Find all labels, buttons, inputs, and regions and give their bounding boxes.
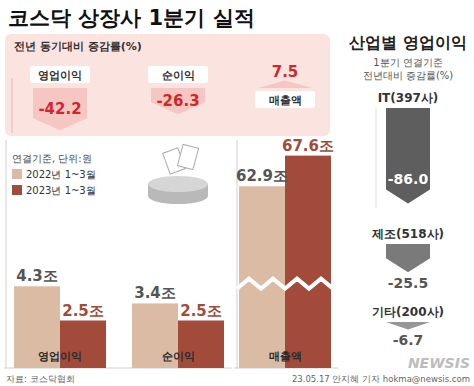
data-label: -25.5 xyxy=(388,275,428,291)
bar xyxy=(285,156,331,368)
axis-break xyxy=(237,279,333,289)
panel-box xyxy=(5,34,330,136)
category-label: 순이익 xyxy=(162,350,195,363)
industry-arrow xyxy=(386,244,430,272)
legend-label: 2023년 1~3월 xyxy=(26,185,96,196)
panel-title: 전년 동기대비 증감률(%) xyxy=(14,40,142,53)
source: 자료: 코스닥협회 xyxy=(6,374,75,384)
money-icon xyxy=(148,144,208,204)
category-label: IT(397사) xyxy=(378,91,439,105)
subtitle: 연결기준, 단위:원 xyxy=(12,153,92,164)
industry-arrow xyxy=(386,322,430,329)
panel-title: 산업별 영업이익 xyxy=(349,33,467,52)
title: 코스닥 상장사 1분기 실적 xyxy=(8,6,255,30)
category-label: 영업이익 xyxy=(38,350,82,363)
icon-bill xyxy=(177,144,198,169)
data-label: 67.6조 xyxy=(282,137,334,155)
axis-line xyxy=(376,108,377,208)
data-label: -6.7 xyxy=(393,332,424,348)
bar xyxy=(239,186,285,368)
data-label: -42.2 xyxy=(38,100,81,118)
data-label: 62.9조 xyxy=(236,167,288,185)
panel-subtitle: 1분기 연결기준전년대비 증감률(%) xyxy=(363,57,454,81)
legend: 2022년 1~3월 2023년 1~3월 xyxy=(12,169,96,196)
credit: 23.05.17 안지혜 기자 hokma@newsis.com xyxy=(292,374,470,384)
legend-swatch xyxy=(12,169,22,179)
logo: NEWSIS xyxy=(408,355,470,371)
icon-stack xyxy=(148,176,208,192)
marks xyxy=(386,108,430,329)
label-box xyxy=(30,66,90,83)
category-label: 기타(200사) xyxy=(372,305,444,319)
data-label: -26.3 xyxy=(156,92,199,110)
legend-swatch xyxy=(12,185,22,195)
change-arrow xyxy=(33,88,87,130)
data-label: 3.4조 xyxy=(134,284,176,302)
data-label: -86.0 xyxy=(388,171,429,187)
marks xyxy=(33,81,312,131)
subtitle-line: 전년대비 증감률(%) xyxy=(363,70,454,81)
category-label: 영업이익 xyxy=(38,69,82,82)
axis-line xyxy=(12,78,13,133)
category-label: 제조(518사) xyxy=(371,227,444,241)
industry-arrow xyxy=(386,108,430,204)
legend-label: 2022년 1~3월 xyxy=(26,169,96,180)
bars xyxy=(237,156,333,368)
data-label: 2.5조 xyxy=(62,302,104,320)
subtitle-line: 1분기 연결기준 xyxy=(373,57,443,68)
axis-line xyxy=(6,140,7,368)
change-arrow xyxy=(151,88,205,114)
label-box xyxy=(148,66,208,83)
data-label: 7.5 xyxy=(272,63,299,81)
category-label: 매출액 xyxy=(269,94,302,107)
data-label: 4.3조 xyxy=(16,267,58,285)
change-arrow xyxy=(258,81,312,89)
category-label: 매출액 xyxy=(269,350,302,363)
infographic: 코스닥 상장사 1분기 실적전년 동기대비 증감률(%) 영업이익 -42.2 순이익… xyxy=(0,0,474,386)
label-box xyxy=(255,91,315,108)
category-label: 순이익 xyxy=(162,69,195,82)
data-label: 2.5조 xyxy=(180,302,222,320)
bars xyxy=(14,286,224,368)
